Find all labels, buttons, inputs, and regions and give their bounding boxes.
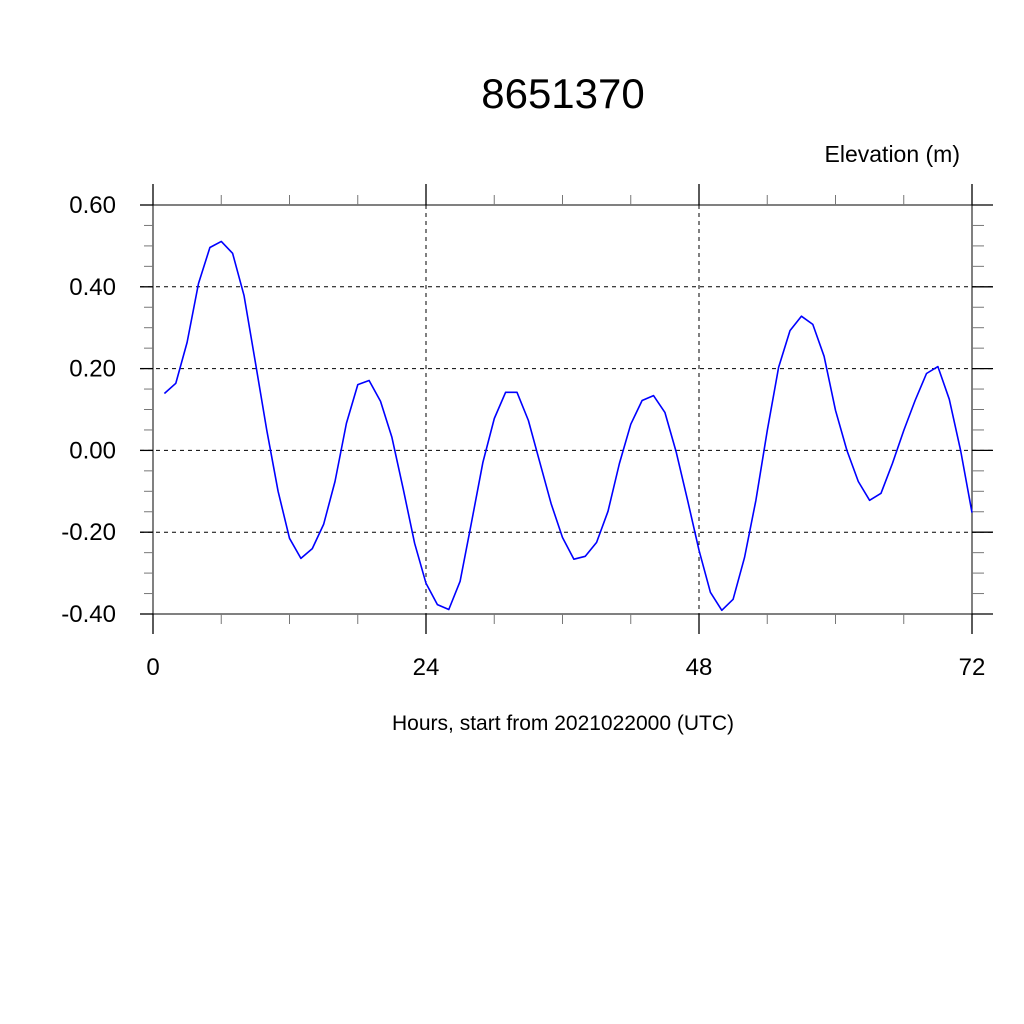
y-tick-label: 0.40 [69,274,116,301]
grid-lines [140,204,993,615]
series-group [163,240,973,612]
y-tick-label: 0.20 [69,356,116,383]
x-tick-label: 0 [146,654,159,681]
y-tick-label: -0.40 [61,601,116,628]
y-tick-label: -0.20 [61,519,116,546]
y-tick-label: 0.60 [69,192,116,219]
plot-frame [152,204,973,615]
axes [140,184,993,634]
y-tick-label: 0.00 [69,437,116,464]
x-tick-label: 72 [959,654,986,681]
tick-labels: 0 24 48 72 -0.40 -0.20 0.00 0.20 0.40 0.60 [61,192,985,681]
elevation-series-line [163,240,973,612]
chart-title: 8651370 [481,70,645,117]
x-tick-label: 24 [413,654,440,681]
x-axis-label: Hours, start from 2021022000 (UTC) [392,712,734,735]
y-axis-label: Elevation (m) [825,141,960,167]
x-tick-label: 48 [686,654,713,681]
